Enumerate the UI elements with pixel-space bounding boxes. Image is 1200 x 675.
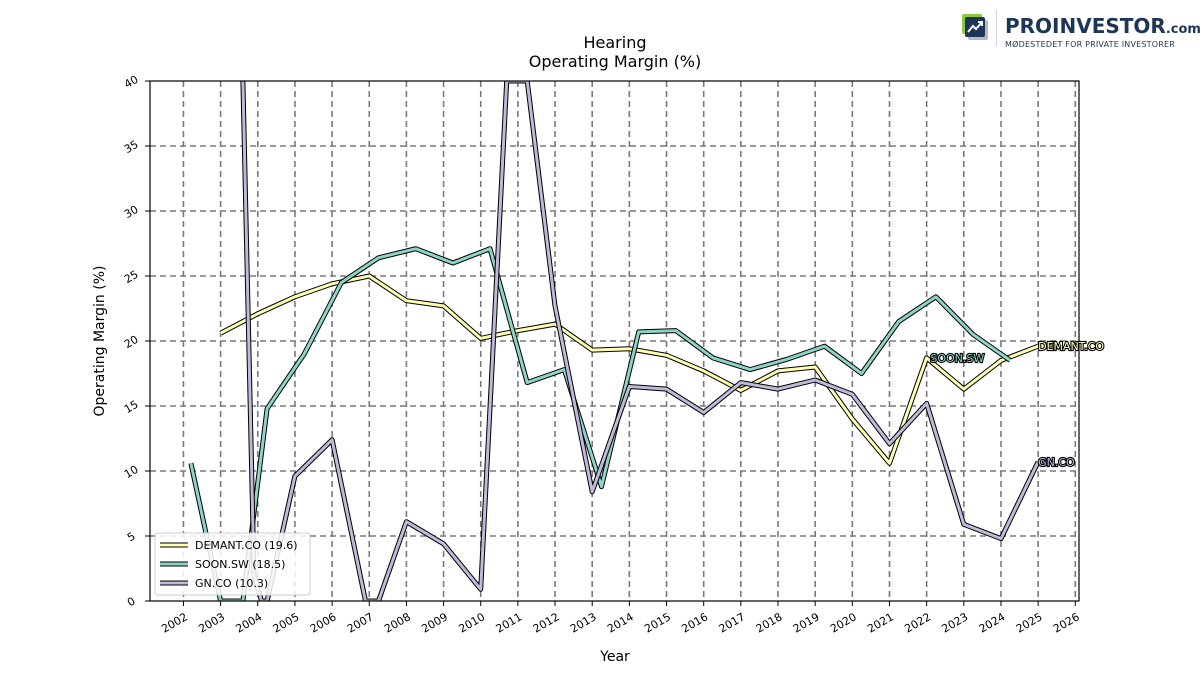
x-tick-label: 2013 — [568, 610, 599, 635]
y-tick-label: 35 — [122, 138, 141, 156]
brand-logo[interactable]: PROINVESTOR.com MØDESTEDET FOR PRIVATE I… — [962, 10, 1200, 50]
legend-label-demant-co: DEMANT.CO (19.6) — [195, 539, 298, 552]
x-tick-label: 2019 — [791, 610, 822, 635]
series-line-gn-co — [241, 81, 1040, 601]
chart-title: Hearing — [584, 33, 647, 52]
x-tick-label: 2003 — [196, 610, 227, 635]
x-tick-label: 2004 — [234, 610, 265, 635]
x-tick-label: 2016 — [679, 610, 710, 635]
series-lines — [188, 81, 1041, 601]
y-axis-ticks: 0 5 10 15 20 25 30 35 40 — [122, 73, 150, 610]
series-outline-soon-sw — [188, 246, 1012, 601]
x-tick-label: 2021 — [865, 610, 896, 635]
y-tick-label: 20 — [122, 333, 141, 351]
y-tick-label: 40 — [122, 73, 141, 91]
x-tick-label: 2014 — [605, 610, 636, 635]
x-tick-label: 2018 — [754, 610, 785, 635]
y-tick-label: 5 — [125, 530, 138, 545]
y-tick-label: 25 — [122, 268, 141, 286]
x-tick-label: 2010 — [456, 610, 487, 635]
x-axis-label: Year — [599, 649, 630, 665]
legend-label-soon-sw: SOON.SW (18.5) — [195, 558, 285, 571]
y-tick-label: 30 — [122, 203, 141, 221]
x-tick-label: 2015 — [642, 610, 673, 635]
brand-name-text: PROINVESTOR — [1005, 14, 1166, 38]
chart-growth-icon — [962, 14, 988, 40]
grid — [150, 81, 1079, 601]
x-tick-label: 2017 — [717, 610, 748, 635]
x-tick-label: 2012 — [531, 610, 562, 635]
x-tick-label: 2009 — [419, 610, 450, 635]
end-label-demant-co: DEMANT.CO — [1038, 340, 1104, 353]
brand-domain: .com — [1165, 22, 1200, 37]
y-axis-label: Operating Margin (%) — [92, 266, 108, 417]
x-tick-label: 2008 — [382, 610, 413, 635]
x-tick-label: 2022 — [902, 610, 933, 635]
chart-legend: DEMANT.CO (19.6) SOON.SW (18.5) GN.CO (10.… — [154, 532, 311, 596]
x-tick-label: 2011 — [494, 610, 525, 635]
brand-divider — [996, 10, 997, 46]
y-tick-label: 0 — [125, 595, 138, 610]
chart-subtitle: Operating Margin (%) — [529, 52, 702, 71]
end-label-gn-co: GN.CO — [1038, 456, 1075, 469]
x-tick-label: 2005 — [271, 610, 302, 635]
legend-box — [154, 532, 311, 596]
x-axis-ticks: 2002 2003 2004 2005 2006 2007 2008 2009 2010 2011… — [159, 601, 1082, 636]
series-end-labels: DEMANT.CO SOON.SW GN.CO — [929, 339, 1105, 470]
y-tick-label: 15 — [122, 398, 141, 416]
x-tick-label: 2007 — [345, 610, 376, 635]
end-label-soon-sw: SOON.SW — [930, 352, 984, 365]
x-tick-label: 2024 — [977, 610, 1008, 635]
x-tick-label: 2006 — [308, 610, 339, 635]
series-line-soon-sw — [189, 247, 1012, 601]
y-tick-label: 10 — [122, 463, 141, 481]
legend-label-gn-co: GN.CO (10.3) — [195, 577, 268, 590]
brand-name: PROINVESTOR.com — [1005, 14, 1200, 38]
x-tick-label: 2020 — [828, 610, 859, 635]
x-tick-label: 2025 — [1014, 610, 1045, 635]
x-tick-label: 2023 — [940, 610, 971, 635]
x-tick-label: 2026 — [1051, 610, 1082, 635]
brand-tagline: MØDESTEDET FOR PRIVATE INVESTORER — [1005, 40, 1176, 49]
x-tick-label: 2002 — [159, 610, 190, 635]
